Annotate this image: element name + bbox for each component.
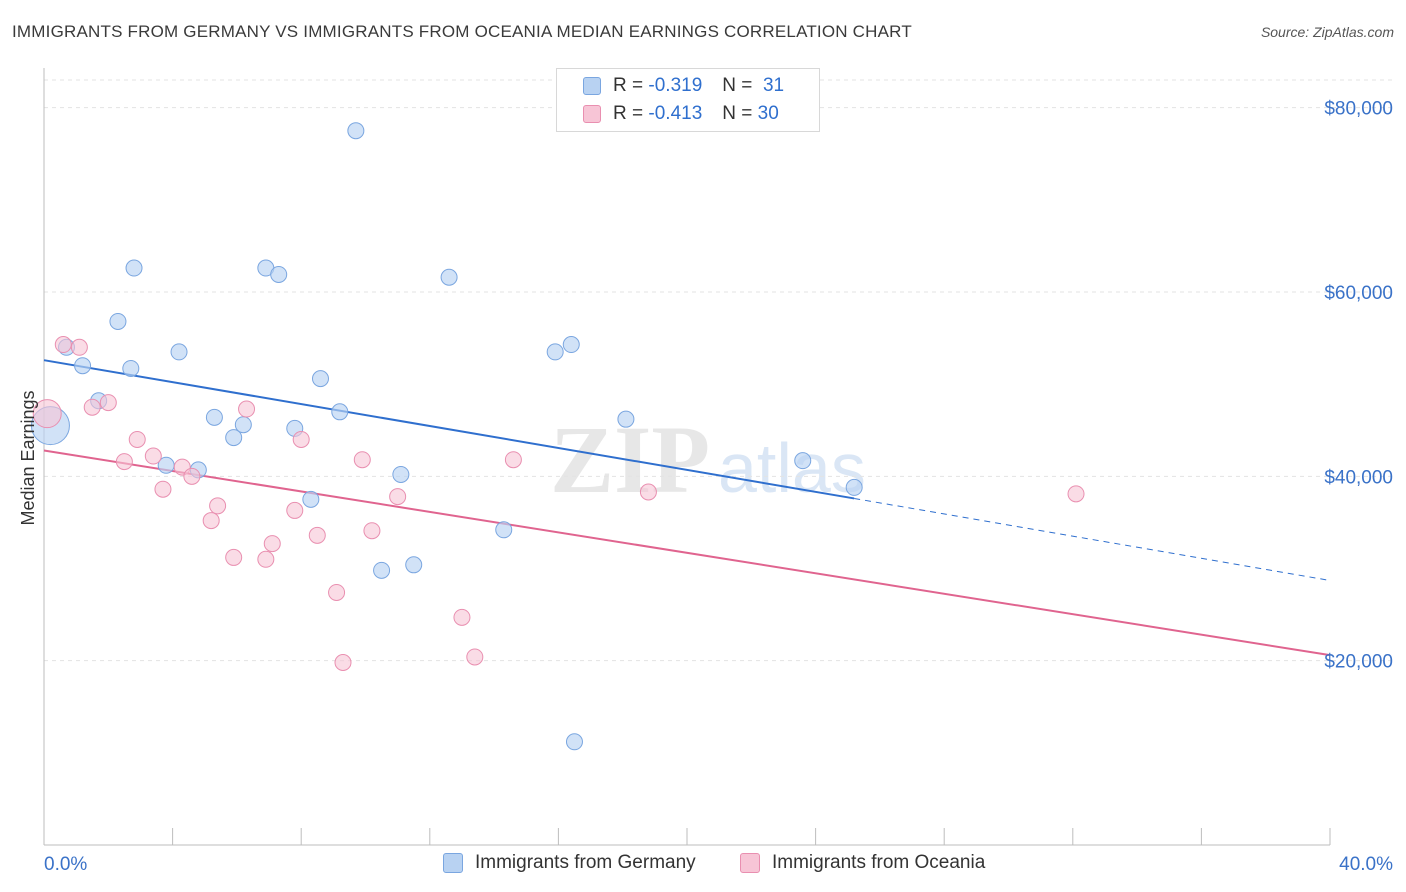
point-oceania — [263, 535, 281, 553]
point-oceania — [32, 399, 62, 429]
point-germany — [225, 429, 243, 447]
point-oceania — [154, 480, 172, 498]
r-label: R = — [613, 103, 644, 124]
point-oceania — [308, 526, 326, 544]
trend-line-oceania — [43, 449, 1331, 657]
point-oceania — [328, 583, 346, 601]
point-oceania — [466, 648, 484, 666]
chart-title: IMMIGRANTS FROM GERMANY VS IMMIGRANTS FR… — [12, 22, 912, 41]
point-germany — [205, 408, 223, 426]
point-oceania — [389, 488, 407, 506]
point-germany — [109, 312, 127, 330]
point-germany — [565, 733, 583, 751]
point-germany — [170, 343, 188, 361]
point-oceania — [115, 453, 133, 471]
point-germany — [440, 268, 458, 286]
point-germany — [495, 521, 513, 539]
trend-line-germany-extension — [854, 497, 1331, 581]
n-label: N = — [722, 103, 753, 124]
point-oceania — [225, 548, 243, 566]
point-oceania — [238, 400, 256, 418]
chart-source: Source: ZipAtlas.com — [1260, 24, 1394, 40]
trend-line-germany — [43, 359, 855, 500]
point-germany — [562, 336, 580, 354]
y-tick-label: $40,000 — [1324, 467, 1393, 488]
point-germany — [392, 465, 410, 483]
point-germany — [234, 416, 252, 434]
point-germany — [546, 343, 564, 361]
y-axis-label: Median Earnings — [18, 390, 38, 525]
oceania-legend-swatch — [740, 853, 760, 873]
point-germany — [405, 556, 423, 574]
point-oceania — [504, 451, 522, 469]
legend-label-oceania: Immigrants from Oceania — [772, 852, 986, 873]
point-oceania — [353, 451, 371, 469]
point-oceania — [99, 394, 117, 412]
point-oceania — [128, 430, 146, 448]
point-oceania — [83, 398, 101, 416]
point-oceania — [144, 447, 162, 465]
point-germany — [331, 403, 349, 421]
r-value-germany: -0.319 — [648, 75, 703, 96]
watermark-atlas: atlas — [718, 429, 866, 507]
point-germany — [125, 259, 143, 277]
y-tick-label: $60,000 — [1324, 283, 1393, 304]
point-germany — [617, 410, 635, 428]
x-tick-label-min: 0.0% — [44, 854, 87, 875]
n-value-oceania: 30 — [757, 103, 779, 124]
point-germany — [311, 370, 329, 388]
point-oceania — [183, 467, 201, 485]
point-germany — [270, 265, 288, 283]
y-tick-label: $20,000 — [1324, 652, 1393, 673]
point-oceania — [209, 497, 227, 515]
y-tick-label: $80,000 — [1324, 99, 1393, 120]
point-germany — [794, 452, 812, 470]
n-value-germany: 31 — [762, 75, 785, 96]
point-germany — [373, 561, 391, 579]
r-label: R = — [613, 75, 644, 96]
point-oceania — [453, 608, 471, 626]
point-oceania — [257, 550, 275, 568]
point-oceania — [334, 654, 352, 672]
point-oceania — [70, 338, 88, 356]
legend-row-germany: R = -0.319 N = 31 — [583, 72, 784, 100]
r-value-oceania: -0.413 — [648, 103, 703, 124]
point-oceania — [363, 522, 381, 540]
germany-swatch — [583, 77, 601, 95]
x-tick-label-max: 40.0% — [1339, 854, 1393, 875]
point-oceania — [202, 512, 220, 530]
oceania-swatch — [583, 105, 601, 123]
legend-label-germany: Immigrants from Germany — [475, 852, 696, 873]
point-oceania — [292, 430, 310, 448]
stats-legend: R = -0.319 N = 31 R = -0.413 N = 30 — [556, 68, 820, 132]
point-oceania — [286, 501, 304, 519]
n-label: N = — [722, 75, 753, 96]
legend-row-oceania: R = -0.413 N = 30 — [583, 100, 779, 128]
legend-item-oceania: Immigrants from Oceania — [740, 852, 985, 874]
germany-legend-swatch — [443, 853, 463, 873]
legend-item-germany: Immigrants from Germany — [443, 852, 696, 874]
point-germany — [347, 122, 365, 140]
point-oceania — [639, 483, 657, 501]
point-germany — [122, 359, 140, 377]
point-oceania — [1067, 485, 1085, 503]
point-oceania — [54, 336, 72, 354]
point-germany — [845, 478, 863, 496]
point-germany — [302, 490, 320, 508]
point-germany — [74, 357, 92, 375]
